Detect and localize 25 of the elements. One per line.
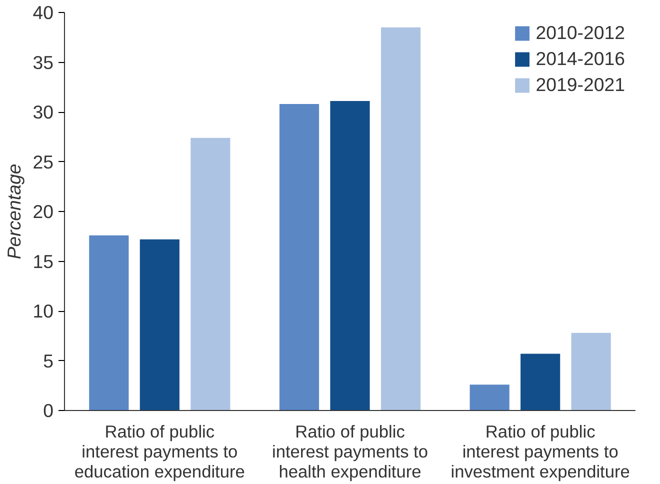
y-tick-label: 25 — [32, 151, 54, 172]
bar — [89, 235, 129, 410]
bar — [279, 104, 320, 410]
y-tick-label: 5 — [43, 350, 54, 372]
bar — [190, 138, 230, 410]
bar — [380, 27, 421, 410]
x-tick-label: Ratio of public interest payments to education expenditure — [74, 422, 245, 482]
bar — [571, 332, 611, 410]
bar — [470, 384, 510, 410]
y-tick-label: 40 — [32, 2, 54, 23]
y-axis-title: Percentage — [4, 164, 25, 260]
legend-label: 2010-2012 — [536, 22, 625, 44]
bar — [330, 101, 370, 410]
y-tick-label: 30 — [32, 102, 54, 122]
x-tick-label: Ratio of public interest payments to investment expenditure — [450, 422, 630, 482]
bar — [520, 354, 560, 410]
legend-label: 2014-2016 — [536, 48, 625, 70]
bar — [140, 239, 180, 410]
x-tick-label: Ratio of public interest payments to health expenditure — [272, 422, 428, 482]
y-tick-label: 35 — [32, 52, 54, 73]
y-tick-label: 10 — [32, 300, 54, 322]
y-tick-label: 20 — [32, 201, 54, 222]
legend-label: 2019-2021 — [536, 74, 625, 96]
y-tick-label: 0 — [43, 400, 54, 421]
y-tick-label: 15 — [32, 250, 54, 272]
